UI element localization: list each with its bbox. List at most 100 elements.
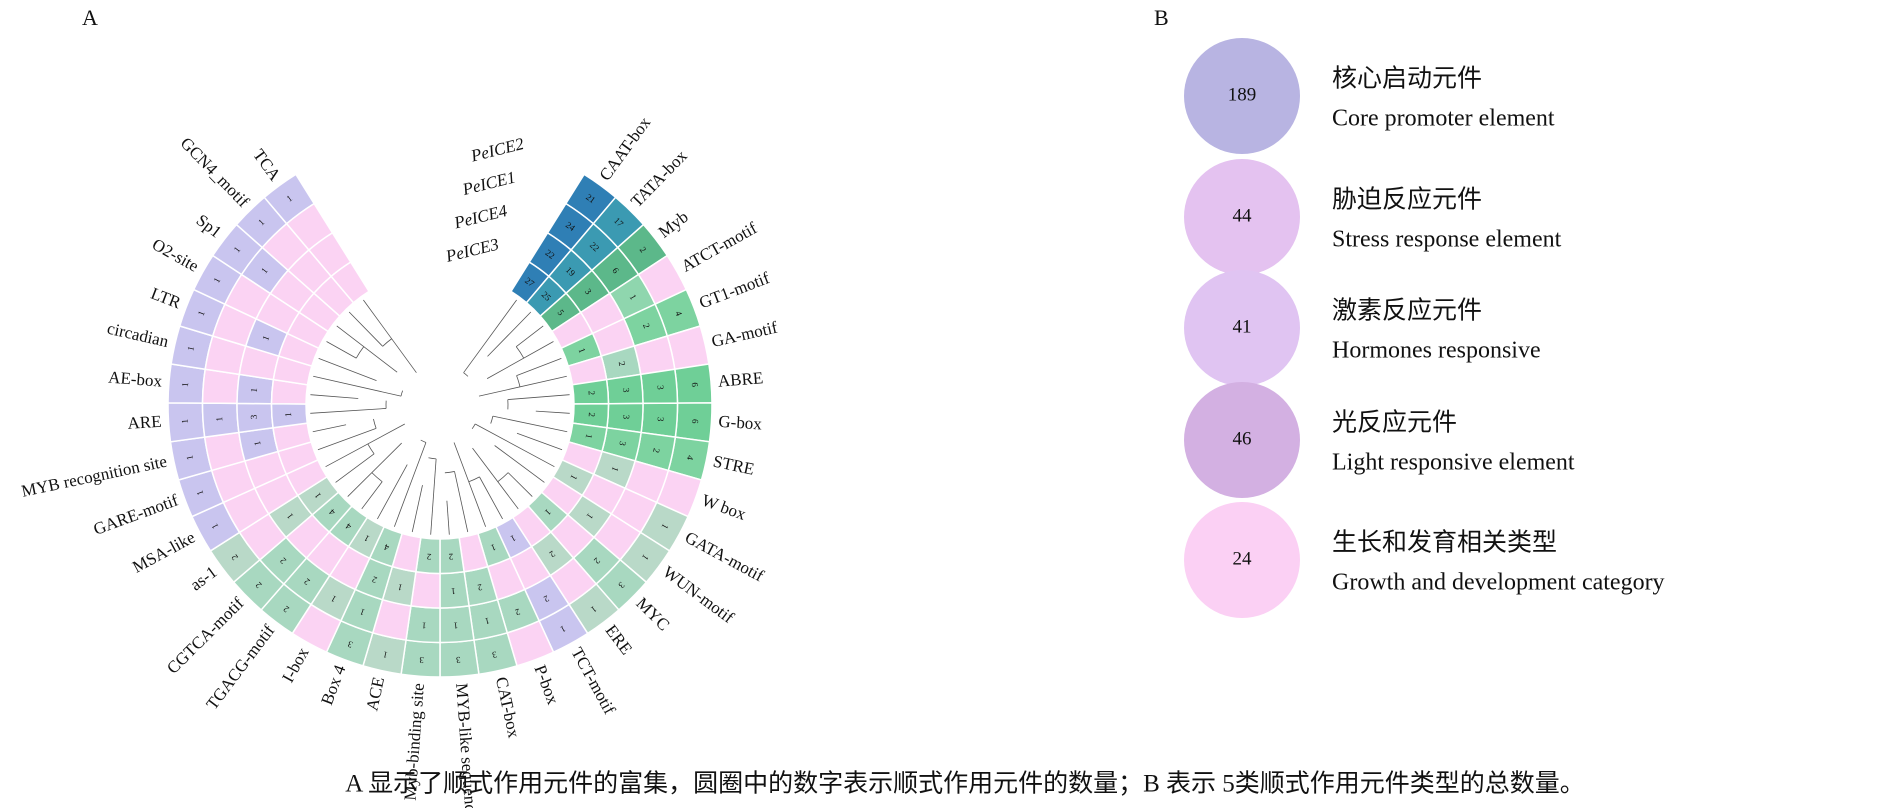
motif-label: ARE (127, 412, 162, 433)
cell-label: 1 (568, 473, 579, 482)
category-circle (1184, 382, 1300, 498)
dendrogram-arc (367, 443, 375, 455)
cell-label: 1 (249, 388, 259, 393)
motif-label: STRE (711, 452, 756, 479)
motif-label: GA-motif (710, 318, 780, 351)
motif-label: LTR (148, 284, 184, 313)
motif-label: Myb (655, 207, 692, 242)
cell-label: 1 (196, 309, 207, 317)
dendrogram-arc (516, 375, 521, 387)
cell-label: 3 (616, 580, 627, 591)
dendrogram (310, 299, 570, 535)
motif-label: G-box (718, 412, 763, 434)
dendrogram-branch (393, 442, 427, 527)
cell-label: 1 (232, 245, 243, 255)
motif-label: ABRE (717, 368, 764, 391)
dendrogram-arc (400, 390, 404, 397)
dendrogram-arc (444, 471, 455, 474)
ring-label: PeICE2 (468, 134, 526, 166)
dendrogram-branch (515, 325, 544, 347)
cell-label: 1 (252, 440, 263, 446)
dendrogram-branch (479, 476, 503, 520)
cell-label: 1 (640, 553, 651, 563)
dendrogram-branch (463, 299, 517, 373)
cell-label: 1 (610, 465, 621, 473)
dendrogram-branch (492, 415, 568, 433)
cell-label: 1 (180, 382, 190, 387)
motif-label: circadian (105, 319, 170, 351)
cell-label: 1 (589, 604, 599, 615)
category-count: 24 (1233, 548, 1253, 569)
dendrogram-branch (347, 442, 402, 497)
dendrogram-branch (516, 358, 562, 376)
cell-label: 3 (656, 417, 666, 423)
cell-label: 1 (285, 511, 296, 521)
category-circle (1184, 159, 1300, 275)
cell-label: 3 (621, 414, 631, 420)
dendrogram-branch (516, 432, 563, 451)
cell-label: 6 (690, 419, 700, 425)
cell-label: 1 (509, 533, 518, 544)
category-description: Light responsive element (1332, 450, 1575, 476)
dendrogram-branch (335, 453, 375, 483)
cell-label: 1 (209, 522, 220, 531)
ring-label: PeICE3 (443, 234, 501, 266)
cell-label: 1 (559, 624, 568, 635)
cell-label: 2 (641, 322, 652, 330)
motif-label: P-box (531, 662, 563, 707)
cell-label: 3 (455, 655, 461, 665)
category-count: 41 (1233, 316, 1252, 337)
cell-label: 1 (660, 522, 671, 531)
category-count: 46 (1233, 428, 1252, 449)
cell-label: 1 (453, 620, 458, 630)
cell-label: 1 (628, 293, 639, 302)
dendrogram-arc (497, 472, 509, 482)
cell-label: 4 (685, 454, 696, 461)
dendrogram-branch (507, 472, 533, 497)
dendrogram-branch (318, 358, 377, 382)
cell-label: 1 (283, 412, 293, 417)
cell-label: 1 (543, 507, 553, 517)
cell-label: 2 (587, 412, 597, 417)
motif-label: as-1 (187, 562, 221, 594)
motif-label: TCA (249, 146, 285, 185)
panel-label: B (1154, 5, 1169, 30)
motif-label: ACE (362, 675, 388, 712)
cell-label: 1 (259, 266, 270, 276)
category-name: 激素反应元件 (1332, 297, 1482, 325)
dendrogram-arc (355, 346, 365, 359)
cell-label: 6 (610, 266, 621, 276)
dendrogram-branch (312, 424, 347, 433)
motif-label: TATA-box (627, 146, 691, 211)
ring-label: PeICE4 (451, 201, 509, 233)
dendrogram-branch (446, 500, 450, 535)
cell-label: 5 (555, 308, 566, 318)
cell-label: 2 (638, 245, 649, 255)
category-description: Stress response element (1332, 227, 1562, 253)
cell-label: 2 (592, 556, 602, 566)
caption: A 显示了顺式作用元件的富集，圆圈中的数字表示顺式作用元件的数量；B 表示 5类… (345, 770, 1585, 798)
cell-label: 1 (285, 193, 295, 204)
cell-label: 1 (584, 433, 595, 439)
motif-label: MYB recognition site (20, 452, 169, 501)
cell-label: 3 (249, 414, 259, 420)
cell-label: 1 (214, 417, 224, 422)
dendrogram-branch (317, 428, 377, 451)
dendrogram-arc (463, 372, 469, 377)
dendrogram-branch (326, 341, 357, 359)
dendrogram-branch (313, 375, 402, 397)
dendrogram-branch (478, 375, 567, 397)
dendrogram-branch (454, 471, 469, 533)
cell-label: 2 (477, 582, 484, 593)
dendrogram-branch (377, 464, 408, 520)
cell-label: 1 (211, 276, 222, 285)
cell-label: 2 (548, 549, 558, 560)
motif-label: O2-site (149, 235, 202, 276)
dendrogram-arc (490, 416, 494, 424)
cell-label: 1 (577, 347, 588, 355)
motif-label: CAAT-box (595, 113, 654, 184)
cell-label: 2 (617, 360, 628, 367)
empty-cell (330, 261, 371, 304)
motif-label: TCT-motif (567, 644, 619, 717)
